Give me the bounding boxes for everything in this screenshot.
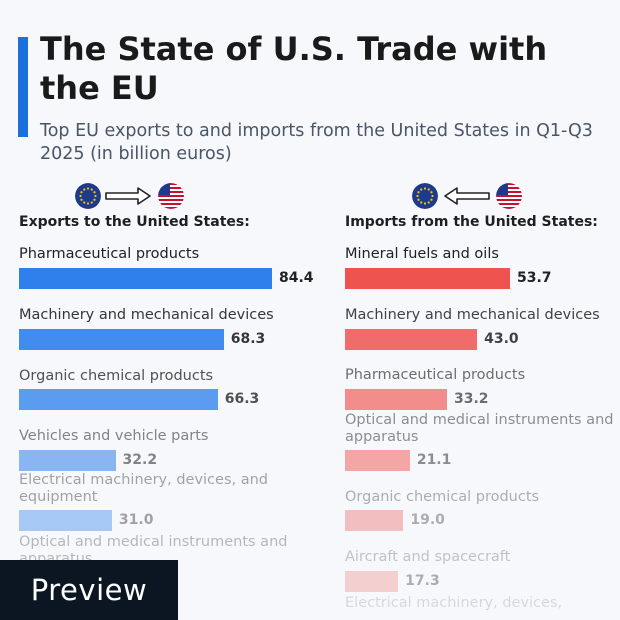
value-label: 33.2 (454, 391, 489, 407)
bar (345, 389, 447, 410)
bar (19, 510, 112, 531)
value-label: 31.0 (118, 512, 154, 528)
value-label: 53.7 (517, 270, 552, 286)
page-subtitle: Top EU exports to and imports from the U… (40, 121, 593, 164)
right-arrow-icon (105, 187, 151, 205)
category-label: Electrical machinery, devices, and equip… (19, 472, 269, 505)
category-label: Machinery and mechanical devices (19, 307, 274, 323)
bar (345, 510, 404, 531)
category-label: Organic chemical products (345, 489, 540, 505)
bar (19, 268, 272, 289)
value-label: 32.2 (122, 452, 158, 468)
left-arrow-icon (444, 187, 490, 205)
category-label: Mineral fuels and oils (345, 246, 499, 262)
bar (19, 389, 218, 410)
bar (345, 329, 478, 350)
category-label: Organic chemical products (19, 368, 214, 384)
value-label: 68.3 (230, 331, 266, 347)
preview-badge: Preview (0, 560, 178, 620)
category-label: Optical and medical instruments and appa… (345, 412, 614, 445)
category-label: Electrical machinery, devices, (345, 595, 563, 611)
bar (19, 450, 116, 471)
title-accent-bar (18, 37, 28, 137)
value-label: 19.0 (410, 512, 445, 528)
category-label: Machinery and mechanical devices (345, 307, 600, 323)
category-label: Aircraft and spacecraft (345, 549, 511, 565)
value-label: 84.4 (279, 270, 314, 286)
exports-header: Exports to the United States: (19, 214, 250, 230)
eu-flag-icon (75, 183, 101, 209)
bar (345, 450, 410, 471)
value-label: 43.0 (484, 331, 519, 347)
bar (19, 329, 224, 350)
page-title: The State of U.S. Trade with the EU (40, 30, 548, 107)
value-label: 66.3 (224, 391, 260, 407)
us-flag-icon (496, 183, 522, 209)
imports-header: Imports from the United States: (345, 214, 598, 230)
bar (345, 268, 510, 289)
eu-flag-icon (412, 183, 438, 209)
category-label: Vehicles and vehicle parts (19, 428, 209, 444)
value-label: 21.1 (416, 452, 452, 468)
bar (345, 571, 399, 592)
value-label: 17.3 (405, 573, 440, 589)
category-label: Pharmaceutical products (19, 246, 200, 262)
us-flag-icon (158, 183, 184, 209)
category-label: Pharmaceutical products (345, 367, 526, 383)
